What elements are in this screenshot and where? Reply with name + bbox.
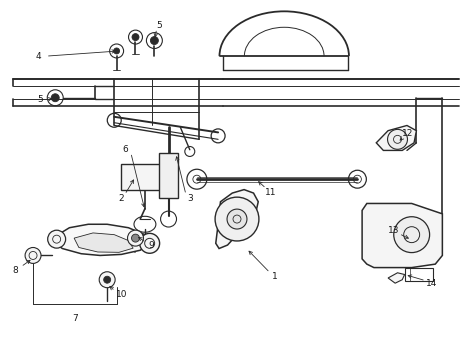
Bar <box>159 153 178 198</box>
Circle shape <box>104 276 110 283</box>
Circle shape <box>128 230 144 246</box>
Circle shape <box>25 247 41 263</box>
Circle shape <box>131 234 139 242</box>
Polygon shape <box>216 190 258 248</box>
Circle shape <box>114 48 119 54</box>
Circle shape <box>388 129 408 149</box>
Circle shape <box>150 37 158 45</box>
Text: 4: 4 <box>36 52 42 61</box>
Circle shape <box>394 217 429 253</box>
Text: 6: 6 <box>123 144 128 153</box>
Text: 5: 5 <box>156 21 162 30</box>
Bar <box>121 164 169 190</box>
Polygon shape <box>74 233 133 252</box>
Text: 11: 11 <box>265 188 277 197</box>
Circle shape <box>227 209 247 229</box>
Polygon shape <box>388 273 405 283</box>
Text: 5: 5 <box>37 95 43 104</box>
Text: 13: 13 <box>388 226 400 235</box>
Circle shape <box>48 230 65 248</box>
Text: 3: 3 <box>187 194 192 203</box>
Text: 8: 8 <box>12 266 18 275</box>
Circle shape <box>99 272 115 288</box>
Polygon shape <box>53 224 150 255</box>
Circle shape <box>215 197 259 241</box>
Circle shape <box>51 94 59 102</box>
Text: 9: 9 <box>148 241 154 250</box>
Text: 1: 1 <box>272 272 278 281</box>
Polygon shape <box>362 204 442 268</box>
Text: 14: 14 <box>426 279 437 288</box>
Text: 2: 2 <box>118 194 124 203</box>
Text: 7: 7 <box>73 314 78 323</box>
Circle shape <box>140 234 160 253</box>
Bar <box>405 268 433 282</box>
Polygon shape <box>376 126 416 150</box>
Circle shape <box>143 243 147 247</box>
Circle shape <box>132 34 139 41</box>
Text: 10: 10 <box>116 290 127 299</box>
Text: 12: 12 <box>402 129 414 137</box>
